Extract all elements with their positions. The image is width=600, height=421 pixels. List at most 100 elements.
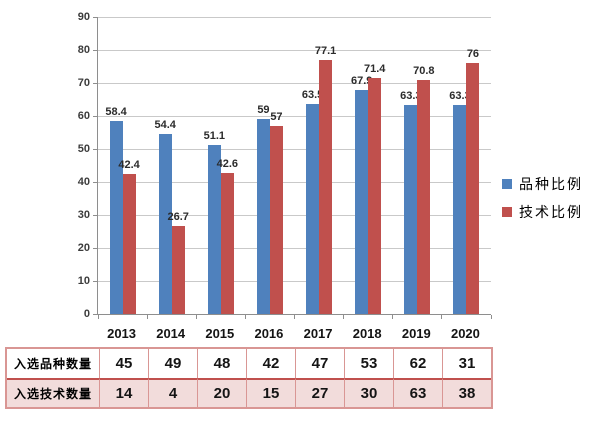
x-axis-tick (195, 315, 197, 319)
legend-label: 技术比例 (519, 204, 583, 220)
y-axis-tick (93, 148, 97, 150)
bar-技术比例-2017 (319, 59, 333, 314)
bar-value-label: 77.1 (314, 44, 337, 57)
table-cell: 20 (197, 378, 246, 407)
x-axis-label: 2017 (303, 326, 333, 341)
y-axis-label: 20 (77, 242, 90, 254)
table-cell: 45 (99, 349, 148, 378)
bar-value-label: 42.6 (216, 158, 239, 171)
bar-value-label: 59 (257, 104, 270, 117)
y-axis-tick (93, 214, 97, 216)
plot-area: 58.4 42.4 54.4 26.7 51.1 42.6 59 57 63.5 77.1 67.9… (93, 16, 492, 319)
gridline (98, 214, 491, 216)
y-axis-tick (93, 181, 97, 183)
x-axis-tick (392, 315, 394, 319)
bar-品种比例-2015 (207, 145, 221, 314)
y-axis-tick (93, 313, 97, 315)
bar-value-label: 70.8 (413, 65, 435, 78)
data-table: 入选品种数量 45 49 48 42 47 53 62 31 入选技术数量 14 4 20 15 27 30 6… (5, 347, 493, 409)
y-axis-label: 10 (77, 275, 90, 287)
bar-技术比例-2016 (269, 125, 283, 314)
y-axis-label: 30 (77, 209, 90, 221)
bar-value-label: 63.5 (301, 89, 324, 102)
bar-品种比例-2018 (355, 89, 369, 314)
x-axis-tick (294, 315, 295, 319)
legend-item: 技术比例 (502, 198, 583, 226)
y-axis-tick (93, 16, 97, 18)
y-axis-label: 70 (77, 77, 90, 89)
table-cell: 42 (246, 349, 295, 378)
x-axis-tick (146, 315, 148, 319)
bar-value-label: 76 (466, 48, 480, 61)
table-cell: 30 (344, 378, 393, 407)
x-axis-tick (244, 315, 246, 319)
x-axis-label: 2020 (450, 326, 480, 341)
y-axis-tick (93, 82, 97, 84)
bar-value-label: 67.9 (350, 74, 373, 87)
table-cell: 15 (246, 378, 295, 407)
table-cell: 49 (148, 349, 197, 378)
gridline (98, 16, 491, 18)
bar-品种比例-2013 (109, 121, 123, 314)
y-axis-label: 0 (83, 308, 90, 320)
bar-value-label: 57 (270, 110, 283, 123)
x-axis-tick (441, 315, 443, 319)
y-axis-tick (93, 247, 97, 249)
bar-value-label: 63.3 (400, 90, 422, 103)
x-axis-label: 2016 (254, 326, 284, 341)
gridline (98, 115, 491, 117)
table-cell: 53 (344, 349, 393, 378)
y-axis-tick (93, 115, 97, 117)
table-cell: 38 (442, 378, 491, 407)
bar-品种比例-2016 (256, 119, 270, 314)
table-cell: 27 (295, 378, 344, 407)
table-row-header: 入选技术数量 (7, 378, 99, 407)
bar-技术比例-2018 (368, 78, 382, 314)
legend-swatch-icon (502, 207, 512, 217)
bar-value-label: 58.4 (105, 106, 127, 119)
bar-技术比例-2014 (171, 225, 185, 314)
bar-value-label: 63.3 (449, 90, 471, 103)
legend-swatch-icon (502, 179, 512, 189)
bar-value-label: 51.1 (203, 130, 226, 143)
y-axis-label: 80 (77, 44, 90, 56)
bar-技术比例-2020 (466, 63, 480, 314)
bar-value-label: 42.4 (118, 159, 140, 172)
bar-技术比例-2015 (220, 173, 234, 314)
table-cell: 63 (393, 378, 442, 407)
bar-品种比例-2020 (453, 105, 467, 314)
x-axis-label: 2014 (156, 326, 186, 341)
bar-技术比例-2013 (122, 174, 136, 314)
x-axis-label: 2013 (107, 326, 137, 341)
bar-品种比例-2014 (158, 134, 172, 314)
table-row-header: 入选品种数量 (7, 349, 99, 378)
bar-品种比例-2019 (404, 105, 418, 314)
x-axis-tick (97, 315, 99, 319)
x-axis-tick (490, 315, 492, 319)
table-cell: 62 (393, 349, 442, 378)
x-axis-label: 2019 (401, 326, 431, 341)
legend: 品种比例 技术比例 (502, 170, 583, 226)
y-axis-label: 40 (77, 176, 90, 188)
bar-value-label: 26.7 (167, 210, 189, 223)
legend-label: 品种比例 (519, 176, 583, 192)
x-axis-label: 2015 (205, 326, 235, 341)
gridline (98, 181, 491, 183)
x-axis-tick (343, 315, 345, 319)
bar-value-label: 71.4 (363, 63, 386, 76)
y-axis-label: 90 (77, 11, 90, 23)
x-axis-label: 2018 (352, 326, 382, 341)
legend-item: 品种比例 (502, 170, 583, 198)
y-axis-label: 50 (77, 143, 90, 155)
bar-value-label: 54.4 (154, 119, 176, 132)
y-axis-tick (93, 280, 97, 282)
gridline (98, 49, 491, 51)
bar-品种比例-2017 (306, 104, 320, 314)
y-axis-tick (93, 49, 97, 51)
gridline (98, 247, 491, 249)
table-cell: 14 (99, 378, 148, 407)
table-cell: 47 (295, 349, 344, 378)
gridline (98, 148, 491, 150)
bar-技术比例-2019 (417, 80, 431, 314)
